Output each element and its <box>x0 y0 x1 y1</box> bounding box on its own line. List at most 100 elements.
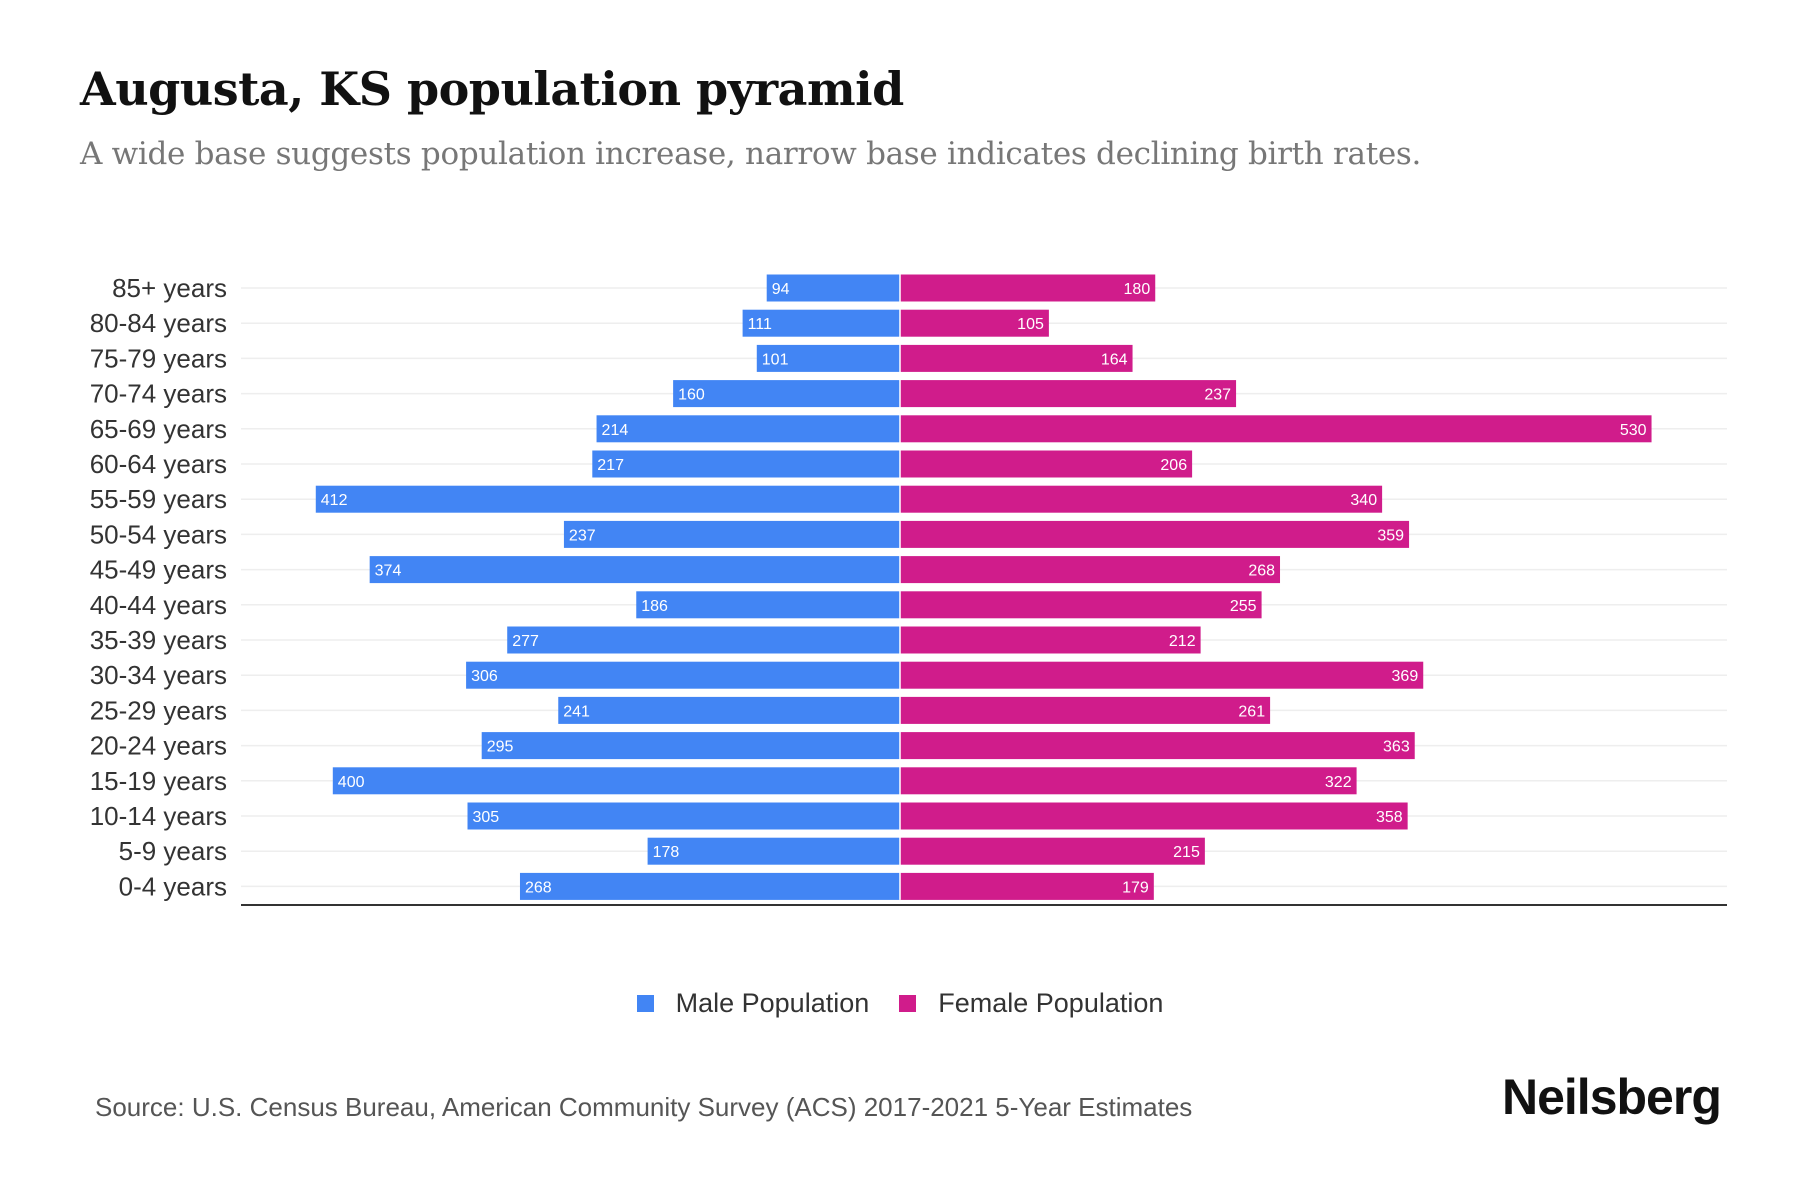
category-label: 10-14 years <box>90 801 227 831</box>
bar-male <box>766 274 900 302</box>
bar-female <box>900 450 1193 478</box>
data-label-female: 255 <box>1230 598 1257 615</box>
category-label: 20-24 years <box>90 731 227 761</box>
data-label-female: 363 <box>1383 739 1410 756</box>
bar-male <box>467 802 900 830</box>
data-label-male: 186 <box>641 598 668 615</box>
bar-female <box>900 274 1156 302</box>
category-label: 60-64 years <box>90 449 227 479</box>
data-label-female: 359 <box>1377 527 1404 544</box>
bar-male <box>647 837 900 865</box>
bar-male <box>332 767 900 795</box>
legend-item-female[interactable]: Female Population <box>899 988 1163 1019</box>
category-label: 65-69 years <box>90 414 227 444</box>
data-label-male: 374 <box>375 563 402 580</box>
bar-male <box>592 450 900 478</box>
data-label-female: 215 <box>1173 844 1200 861</box>
data-label-male: 237 <box>569 527 596 544</box>
bar-female <box>900 696 1271 724</box>
legend-swatch-female <box>899 995 917 1012</box>
category-label: 80-84 years <box>90 308 227 338</box>
bar-female <box>900 626 1201 654</box>
bar-male <box>742 309 900 337</box>
data-label-female: 358 <box>1376 809 1403 826</box>
data-label-male: 400 <box>338 774 365 791</box>
bar-female <box>900 344 1133 372</box>
category-label: 40-44 years <box>90 590 227 620</box>
data-label-female: 206 <box>1160 457 1187 474</box>
bar-male <box>466 661 900 689</box>
data-label-male: 268 <box>525 879 552 896</box>
category-label: 30-34 years <box>90 660 227 690</box>
data-label-male: 214 <box>602 422 629 439</box>
data-label-female: 179 <box>1122 879 1149 896</box>
bar-male <box>369 556 901 584</box>
bar-male <box>636 591 900 619</box>
data-label-male: 101 <box>762 351 789 368</box>
legend-label-male: Male Population <box>675 988 870 1018</box>
data-label-male: 160 <box>678 387 705 404</box>
legend: Male Population Female Population <box>0 988 1800 1019</box>
data-label-male: 412 <box>321 492 348 509</box>
bar-female <box>900 767 1357 795</box>
bar-female <box>900 732 1415 760</box>
category-label: 25-29 years <box>90 695 227 725</box>
data-label-male: 94 <box>772 281 790 298</box>
data-label-male: 306 <box>471 668 498 685</box>
data-label-male: 241 <box>563 703 590 720</box>
legend-swatch-male <box>636 995 654 1012</box>
chart-subtitle: A wide base suggests population increase… <box>80 136 1422 172</box>
bar-female <box>900 837 1205 865</box>
category-label: 0-4 years <box>119 871 227 901</box>
data-label-female: 212 <box>1169 633 1196 650</box>
data-label-female: 237 <box>1204 387 1231 404</box>
data-label-male: 305 <box>473 809 500 826</box>
bar-female <box>900 872 1154 900</box>
data-label-female: 105 <box>1017 316 1044 333</box>
data-label-male: 217 <box>597 457 624 474</box>
legend-label-female: Female Population <box>938 988 1164 1018</box>
chart-title: Augusta, KS population pyramid <box>80 62 904 116</box>
data-label-female: 268 <box>1248 563 1275 580</box>
category-label: 35-39 years <box>90 625 227 655</box>
bar-male <box>315 485 900 513</box>
bar-female <box>900 520 1410 548</box>
bar-male <box>519 872 900 900</box>
bar-male <box>507 626 900 654</box>
bar-female <box>900 802 1408 830</box>
data-label-male: 111 <box>748 316 772 333</box>
source-note: Source: U.S. Census Bureau, American Com… <box>95 1092 1193 1122</box>
category-label: 15-19 years <box>90 766 227 796</box>
category-label: 5-9 years <box>119 836 227 866</box>
data-label-female: 322 <box>1325 774 1352 791</box>
legend-item-male[interactable]: Male Population <box>636 988 870 1019</box>
bar-male <box>563 520 900 548</box>
bar-male <box>481 732 900 760</box>
bar-male <box>596 415 900 443</box>
data-label-female: 340 <box>1350 492 1377 509</box>
data-label-female: 180 <box>1124 281 1151 298</box>
bar-female <box>900 661 1424 689</box>
category-label: 55-59 years <box>90 484 227 514</box>
data-label-male: 277 <box>512 633 539 650</box>
data-label-male: 295 <box>487 739 514 756</box>
data-label-female: 369 <box>1392 668 1419 685</box>
category-label: 75-79 years <box>90 343 227 373</box>
bar-male <box>673 380 900 408</box>
category-label: 70-74 years <box>90 379 227 409</box>
bar-female <box>900 556 1281 584</box>
neilsberg-logo: Neilsberg <box>1502 1069 1722 1125</box>
bar-female <box>900 380 1237 408</box>
bar-male <box>558 696 900 724</box>
bar-female <box>900 485 1383 513</box>
bar-female <box>900 415 1652 443</box>
bar-female <box>900 591 1262 619</box>
category-label: 45-49 years <box>90 555 227 585</box>
category-label: 85+ years <box>112 273 227 303</box>
data-label-female: 261 <box>1238 703 1265 720</box>
data-label-female: 530 <box>1620 422 1647 439</box>
bar-female <box>900 309 1049 337</box>
bar-male <box>756 344 900 372</box>
category-label: 50-54 years <box>90 519 227 549</box>
